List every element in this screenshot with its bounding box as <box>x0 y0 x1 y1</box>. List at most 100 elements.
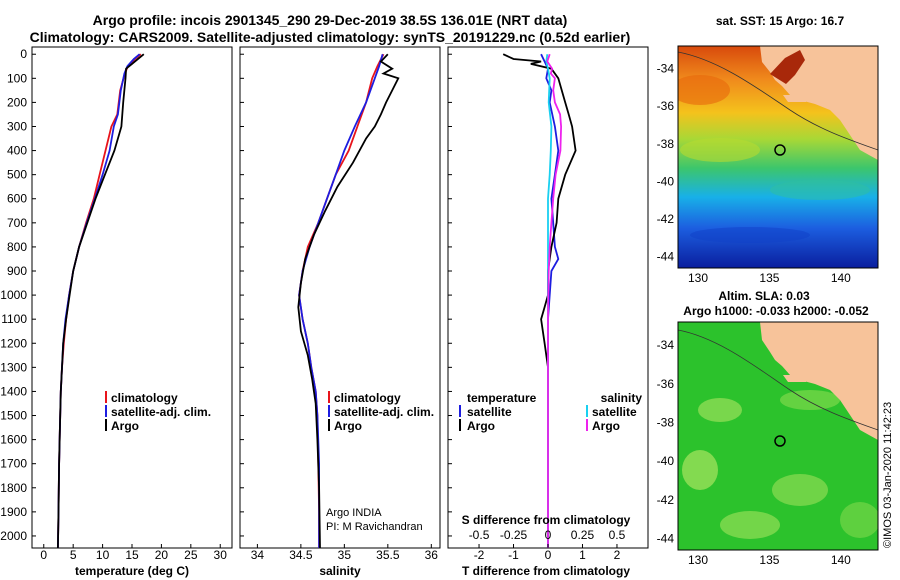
figure-title-line1: Argo profile: incois 2901345_290 29-Dec-… <box>93 12 568 28</box>
depth-tick-label: 500 <box>7 168 27 182</box>
shelf-contour <box>678 329 878 431</box>
lat-tick-label: -44 <box>657 531 675 545</box>
sla-texture <box>840 502 878 538</box>
x-tick-label: 0 <box>545 548 552 562</box>
depth-tick-label: 1700 <box>0 457 27 471</box>
sst-texture <box>680 138 760 162</box>
legend-label-satellite: satellite-adj. clim. <box>111 405 211 419</box>
difference-x-label: T difference from climatology <box>462 564 630 578</box>
sla-texture <box>772 474 828 506</box>
x-tick-label: 30 <box>214 548 228 562</box>
series-line-t-argo <box>502 53 577 548</box>
x2-tick-label: -0.5 <box>469 528 490 542</box>
x-tick-label: 20 <box>155 548 169 562</box>
x-tick-label: 1 <box>579 548 586 562</box>
sst-map-frame <box>677 45 879 269</box>
sla-map <box>678 322 878 550</box>
lon-tick-label: 130 <box>688 271 708 285</box>
x2-tick-label: -0.25 <box>500 528 528 542</box>
depth-tick-label: 1400 <box>0 384 27 398</box>
depth-tick-label: 1600 <box>0 433 27 447</box>
x-tick-label: -1 <box>508 548 519 562</box>
difference-x-ticks: -2 -1 0 1 2 <box>474 544 621 562</box>
sla-texture <box>682 450 718 490</box>
depth-tick-label: 1500 <box>0 409 27 423</box>
legend-label-argo: Argo <box>334 419 362 433</box>
legend-label-climatology: climatology <box>334 391 401 405</box>
lat-tick-label: -34 <box>657 338 675 352</box>
x-tick-label: -2 <box>474 548 485 562</box>
sla-map-title: Altim. SLA: 0.03 <box>718 289 810 303</box>
depth-tick-label: 200 <box>7 95 27 109</box>
lon-tick-label: 140 <box>831 553 851 567</box>
sst-map-lat-ticks: -34 -36 -38 -40 -42 -44 <box>657 62 675 264</box>
argo-position-marker <box>774 435 786 447</box>
depth-tick-label: 600 <box>7 192 27 206</box>
sla-map-lon-ticks: 130 135 140 <box>688 553 851 567</box>
lon-tick-label: 130 <box>688 553 708 567</box>
x-tick-label: 0 <box>40 548 47 562</box>
salinity-difference-x-ticks: -0.5 -0.25 0 0.25 0.5 <box>469 528 626 542</box>
x-tick-label: 35 <box>338 548 352 562</box>
kangaroo-island <box>783 95 810 102</box>
footer-timestamp: ©IMOS 03-Jan-2020 11:42:23 <box>882 402 894 548</box>
shelf-contour <box>678 51 878 151</box>
legend-label-t-satellite: satellite <box>467 405 512 419</box>
depth-tick-label: 1300 <box>0 360 27 374</box>
sla-texture <box>720 511 780 539</box>
x-tick-label: 35.5 <box>376 548 400 562</box>
depth-tick-label: 800 <box>7 240 27 254</box>
x-tick-label: 34.5 <box>289 548 313 562</box>
lat-tick-label: -40 <box>657 454 675 468</box>
temperature-panel-frame <box>31 46 233 549</box>
salinity-x-label: salinity <box>319 564 361 578</box>
series-line-s-argo <box>546 53 563 548</box>
legend-label-argo: Argo <box>111 419 139 433</box>
x-tick-label: 25 <box>184 548 198 562</box>
series-line-argo <box>57 53 145 549</box>
x2-tick-label: 0.25 <box>571 528 595 542</box>
depth-tick-label: 400 <box>7 144 27 158</box>
x-tick-label: 36 <box>425 548 439 562</box>
legend-label-satellite: satellite-adj. clim. <box>334 405 434 419</box>
series-line-t-satellite <box>540 53 560 548</box>
legend-label-s-argo: Argo <box>592 419 620 433</box>
series-line-climatology <box>298 53 385 548</box>
depth-tick-label: 100 <box>7 71 27 85</box>
x-tick-label: 10 <box>96 548 110 562</box>
series-line-s-satellite <box>545 54 553 548</box>
lat-tick-label: -42 <box>657 493 675 507</box>
salinity-legend: climatology satellite-adj. clim. Argo <box>328 391 434 433</box>
x-tick-label: 34 <box>251 548 265 562</box>
sst-texture <box>770 180 870 200</box>
depth-axis: 0 100 200 300 400 500 600 700 800 900 1000 1100 1200… <box>0 47 452 543</box>
credit-line1: Argo INDIA <box>326 507 382 519</box>
argo-position-marker <box>774 144 786 156</box>
x-tick-label: 5 <box>70 548 77 562</box>
depth-tick-label: 300 <box>7 119 27 133</box>
lat-tick-label: -36 <box>657 377 675 391</box>
legend-label-s-satellite: satellite <box>592 405 637 419</box>
lon-tick-label: 140 <box>831 271 851 285</box>
lon-tick-label: 135 <box>759 271 779 285</box>
legend-label-climatology: climatology <box>111 391 178 405</box>
legend-title-temperature: temperature <box>467 391 537 405</box>
lat-tick-label: -42 <box>657 212 675 226</box>
lat-tick-label: -36 <box>657 99 675 113</box>
legend-label-t-argo: Argo <box>467 419 495 433</box>
x-tick-label: 15 <box>125 548 139 562</box>
depth-tick-label: 900 <box>7 264 27 278</box>
depth-tick-label: 1100 <box>1 312 27 326</box>
sla-map-lat-ticks: -34 -36 -38 -40 -42 -44 <box>657 338 675 545</box>
salinity-difference-x-label: S difference from climatology <box>462 513 631 527</box>
difference-lines <box>502 53 577 548</box>
temperature-x-ticks: 0 5 10 15 20 25 30 <box>40 544 227 562</box>
series-line-climatology <box>57 53 142 549</box>
series-line-argo <box>297 53 400 549</box>
sla-texture <box>780 390 840 410</box>
australia-land <box>760 322 878 440</box>
sst-map-title: sat. SST: 15 Argo: 16.7 <box>716 14 845 28</box>
lat-tick-label: -44 <box>657 250 675 264</box>
x2-tick-label: 0 <box>545 528 552 542</box>
